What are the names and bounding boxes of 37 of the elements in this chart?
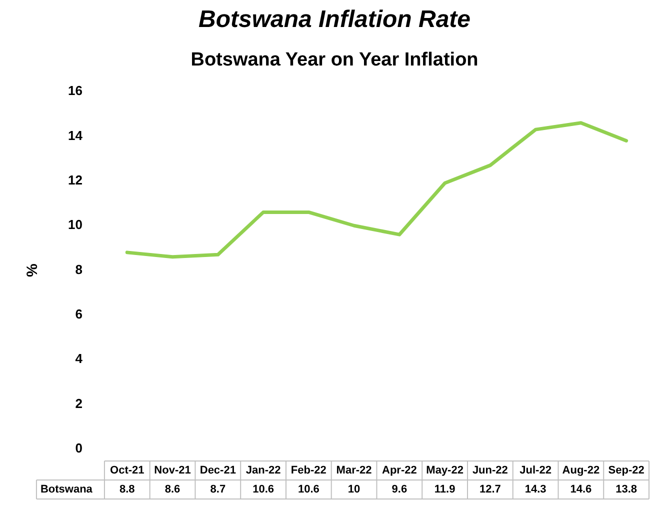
data-label: 10 bbox=[348, 484, 360, 496]
x-tick-label: Oct-21 bbox=[110, 464, 144, 477]
data-label: 14.3 bbox=[524, 484, 546, 496]
data-label: 8.6 bbox=[164, 484, 180, 496]
data-label: 8.7 bbox=[210, 484, 226, 496]
data-label: 13.8 bbox=[616, 484, 638, 496]
data-label: 11.9 bbox=[434, 484, 456, 496]
x-tick-label: Jul-22 bbox=[520, 464, 552, 477]
y-tick-label: 0 bbox=[75, 440, 82, 456]
y-tick-label: 12 bbox=[68, 172, 82, 188]
data-label: 9.6 bbox=[392, 484, 408, 496]
x-tick-label: Dec-21 bbox=[200, 464, 236, 477]
y-axis-title: % bbox=[24, 264, 42, 277]
text: Botswana bbox=[40, 484, 94, 496]
y-tick-label: 10 bbox=[68, 217, 82, 232]
x-tick-label: Jun-22 bbox=[472, 464, 508, 477]
x-tick-label: Apr-22 bbox=[382, 464, 417, 477]
x-tick-label: Feb-22 bbox=[290, 464, 326, 477]
data-label: 10.6 bbox=[298, 484, 320, 496]
x-tick-label: May-22 bbox=[426, 464, 464, 477]
y-tick-label: 6 bbox=[75, 306, 82, 322]
y-tick-label: 14 bbox=[68, 128, 84, 143]
chart-subtitle: Botswana Year on Year Inflation bbox=[190, 49, 478, 70]
data-label: 8.8 bbox=[120, 484, 135, 496]
chart-title: Botswana Inflation Rate bbox=[198, 6, 471, 34]
data-label: 14.6 bbox=[570, 484, 592, 496]
y-tick-label: 16 bbox=[68, 83, 82, 98]
y-tick-label: 4 bbox=[75, 351, 84, 366]
data-label: 10.6 bbox=[252, 484, 274, 496]
data-label: 12.7 bbox=[479, 484, 501, 496]
x-tick-label: Nov-21 bbox=[154, 464, 191, 477]
x-tick-label: Mar-22 bbox=[336, 464, 372, 477]
x-tick-label: Jan-22 bbox=[246, 464, 281, 477]
x-tick-label: Sep-22 bbox=[608, 464, 644, 477]
y-tick-label: 8 bbox=[75, 262, 82, 277]
y-tick-label: 2 bbox=[75, 396, 82, 411]
x-tick-label: Aug-22 bbox=[562, 464, 600, 477]
